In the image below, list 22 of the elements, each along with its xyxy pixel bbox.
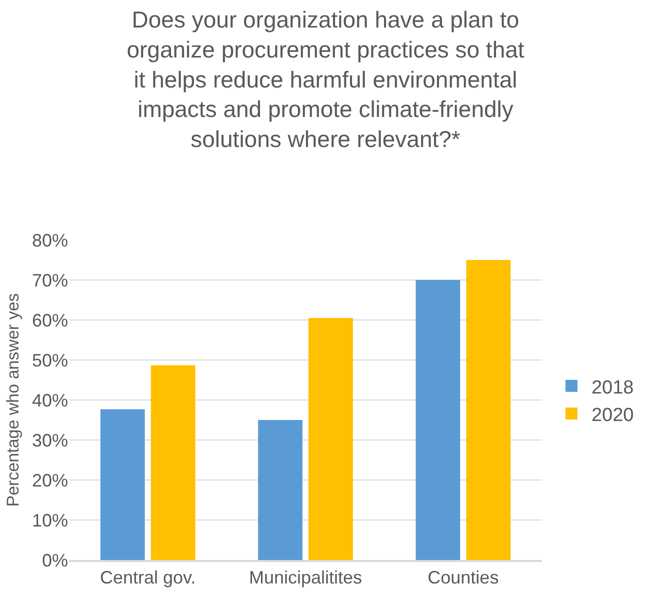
y-tick-label: 0% — [42, 550, 68, 570]
bar — [150, 365, 196, 560]
bar — [100, 409, 145, 560]
x-tick-label: Counties — [428, 567, 499, 588]
bar — [466, 260, 511, 560]
legend-label: 2020 — [591, 404, 634, 426]
x-tick-label: Municipalitites — [248, 567, 362, 588]
x-tick-label: Central gov. — [100, 567, 196, 588]
y-tick-label: 70% — [32, 270, 68, 290]
y-tick-label: 60% — [32, 310, 68, 330]
y-tick-label: 40% — [32, 390, 68, 410]
bar — [308, 318, 353, 560]
y-tick-label: 80% — [32, 230, 68, 250]
bar — [416, 280, 460, 560]
y-tick-label: 10% — [32, 510, 68, 530]
y-tick-label: 20% — [32, 470, 68, 490]
y-tick-label: 30% — [32, 430, 68, 450]
bar — [258, 420, 302, 560]
y-tick-label: 50% — [32, 350, 68, 370]
legend-label: 2018 — [591, 377, 634, 398]
y-axis-title: Percentage who answer yes — [4, 293, 23, 507]
chart-title: Does your organization have a plan to organize procurement practices so that it helps reduce harmful environmental impacts and promote climate-friendly solutions where relevant?* — [126, 6, 525, 152]
